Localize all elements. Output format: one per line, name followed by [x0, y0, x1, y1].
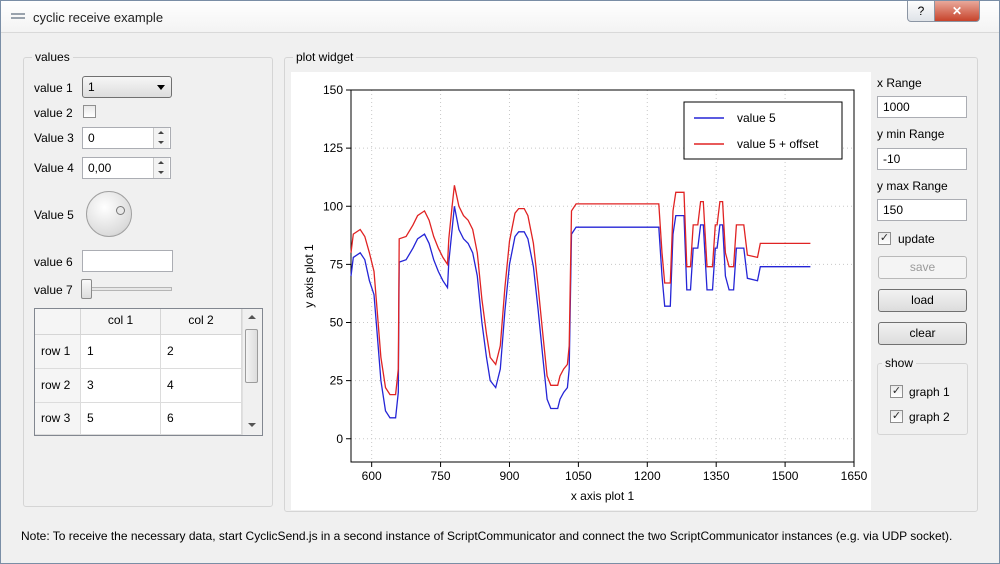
scroll-up-icon[interactable]: [248, 315, 256, 319]
y-tick-label: 100: [323, 199, 343, 213]
value6-label: value 6: [34, 255, 73, 269]
plot-area[interactable]: 600 750 900 1050 1200 1350 1500 1650 0 25 50 75 100 1…: [291, 72, 871, 510]
y-min-range-input[interactable]: -10: [877, 148, 967, 170]
y-tick-label: 50: [330, 316, 344, 330]
y-min-range-label: y min Range: [877, 127, 945, 141]
legend-label-2: value 5 + offset: [737, 137, 819, 151]
show-group-title: show: [882, 356, 917, 370]
x-tick-label: 1350: [703, 469, 730, 483]
y-tick-label: 150: [323, 83, 343, 97]
table-header-col2[interactable]: col 2: [161, 309, 242, 335]
spin-down-icon[interactable]: [153, 168, 169, 178]
legend-label-1: value 5: [737, 111, 776, 125]
dial-knob[interactable]: [116, 206, 125, 215]
note-text: Note: To receive the necessary data, sta…: [21, 529, 953, 543]
value1-label: value 1: [34, 81, 73, 95]
x-range-input[interactable]: 1000: [877, 96, 967, 118]
value2-label: value 2: [34, 106, 73, 120]
line-chart[interactable]: 600 750 900 1050 1200 1350 1500 1650 0 25 50 75 100 1…: [291, 72, 871, 510]
y-tick-label: 25: [330, 374, 344, 388]
y-tick-label: 75: [330, 257, 344, 271]
x-tick-label: 1050: [565, 469, 592, 483]
scrollbar-thumb[interactable]: [245, 329, 258, 383]
table-cell[interactable]: 4: [161, 369, 242, 403]
title-bar: cyclic receive example ? ✕: [1, 1, 999, 33]
table-row-header[interactable]: row 3: [35, 403, 81, 435]
y-tick-label: 125: [323, 141, 343, 155]
table-scrollbar[interactable]: [242, 309, 262, 435]
spin-up-icon[interactable]: [153, 128, 169, 138]
value5-dial[interactable]: [86, 191, 132, 237]
show-group: show ✓ graph 1 ✓ graph 2: [877, 356, 968, 435]
window-title: cyclic receive example: [33, 10, 164, 25]
x-tick-label: 600: [362, 469, 382, 483]
update-checkbox[interactable]: ✓: [878, 232, 891, 245]
value3-value: 0: [88, 131, 95, 145]
value3-label: Value 3: [34, 131, 74, 145]
close-button[interactable]: ✕: [934, 1, 980, 22]
table-corner: [35, 309, 81, 335]
value4-label: Value 4: [34, 161, 74, 175]
value1-combo[interactable]: 1: [82, 76, 172, 98]
graph1-checkbox[interactable]: ✓: [890, 385, 903, 398]
value3-spinbox[interactable]: 0: [82, 127, 171, 149]
table-cell[interactable]: 5: [81, 403, 161, 435]
help-button[interactable]: ?: [907, 1, 935, 22]
x-tick-label: 750: [431, 469, 451, 483]
save-button[interactable]: save: [878, 256, 967, 279]
clear-button[interactable]: clear: [878, 322, 967, 345]
value7-slider-track[interactable]: [82, 287, 172, 291]
x-tick-label: 900: [499, 469, 519, 483]
value3-spinner[interactable]: [153, 128, 169, 148]
x-tick-label: 1200: [634, 469, 661, 483]
table-cell[interactable]: 2: [161, 335, 242, 369]
value7-slider-handle[interactable]: [81, 279, 92, 299]
chevron-down-icon: [157, 85, 165, 90]
y-max-range-input[interactable]: 150: [877, 199, 967, 221]
table-cell[interactable]: 3: [81, 369, 161, 403]
app-icon: [11, 13, 25, 23]
spin-up-icon[interactable]: [153, 158, 169, 168]
value2-checkbox[interactable]: [83, 105, 96, 118]
value4-value: 0,00: [88, 161, 112, 175]
value4-spinbox[interactable]: 0,00: [82, 157, 171, 179]
values-group-title: values: [32, 50, 73, 64]
plot-widget-title: plot widget: [293, 50, 357, 64]
table-cell[interactable]: 6: [161, 403, 242, 435]
update-label: update: [898, 232, 935, 246]
value1-selected: 1: [88, 80, 95, 94]
x-axis-label: x axis plot 1: [571, 489, 635, 503]
value7-label: value 7: [34, 283, 73, 297]
y-tick-label: 0: [336, 432, 343, 446]
graph2-label: graph 2: [909, 410, 950, 424]
table-row-header[interactable]: row 2: [35, 369, 81, 403]
plot-widget-group: plot widget 600 750 900 1050 1200 1350 1500 165…: [284, 50, 978, 512]
x-tick-label: 1500: [772, 469, 799, 483]
value4-spinner[interactable]: [153, 158, 169, 178]
load-button[interactable]: load: [878, 289, 967, 312]
series-line-2: [350, 185, 811, 396]
table-cell[interactable]: 1: [81, 335, 161, 369]
x-range-label: x Range: [877, 76, 922, 90]
values-group: values value 1 1 value 2 Value 3 0 Value…: [23, 50, 273, 507]
series-line-1: [350, 206, 811, 419]
value6-input[interactable]: [82, 250, 173, 272]
x-tick-label: 1650: [841, 469, 868, 483]
values-table: col 1 col 2 row 1 1 2 row 2 3 4 row 3 5 …: [34, 308, 263, 436]
y-axis-label: y axis plot 1: [302, 244, 316, 308]
spin-down-icon[interactable]: [153, 138, 169, 148]
table-header-col1[interactable]: col 1: [81, 309, 161, 335]
graph2-checkbox[interactable]: ✓: [890, 410, 903, 423]
legend-box: [683, 101, 843, 160]
graph1-label: graph 1: [909, 385, 950, 399]
value5-label: Value 5: [34, 208, 74, 222]
table-row-header[interactable]: row 1: [35, 335, 81, 369]
scroll-down-icon[interactable]: [248, 423, 256, 427]
y-max-range-label: y max Range: [877, 179, 948, 193]
